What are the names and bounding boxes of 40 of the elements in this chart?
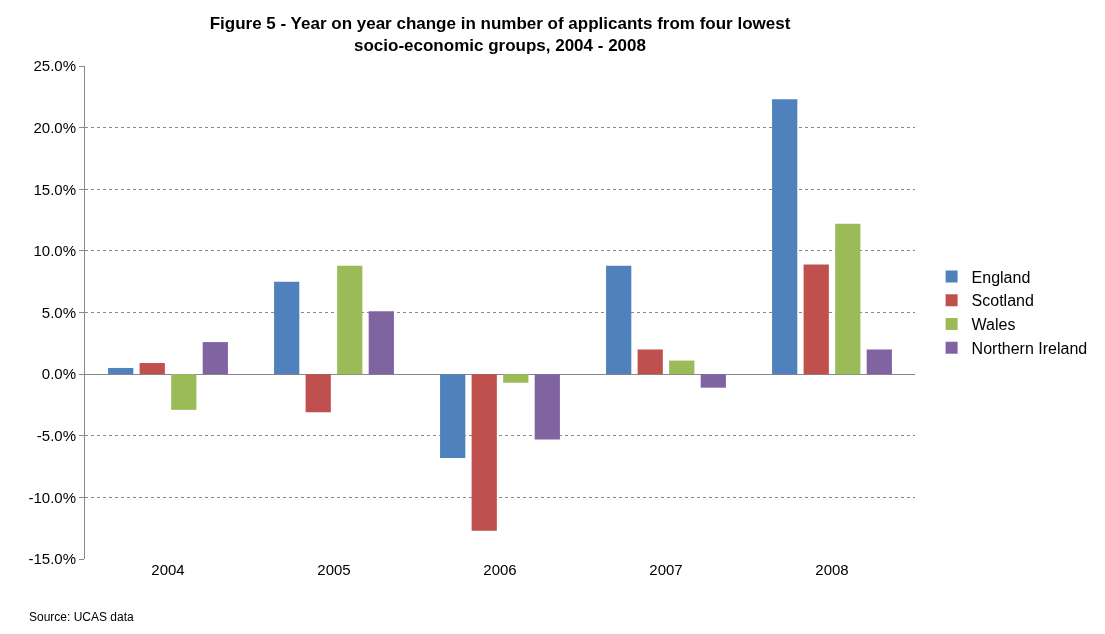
legend-label: England [971,268,1031,286]
y-tick-label: 15.0% [33,180,76,198]
bar [108,367,134,375]
y-tick-label: 25.0% [33,57,76,75]
bar [835,223,861,375]
source-note: Source: UCAS data [29,610,135,624]
x-tick-label: 2008 [815,561,849,578]
x-tick-label: 2007 [649,561,683,578]
x-tick-label: 2006 [483,561,517,578]
legend-label: Northern Ireland [971,340,1088,358]
bar [637,349,663,375]
bar [471,374,497,531]
bar [440,374,466,458]
x-tick-label: 2005 [317,561,351,578]
bar [274,281,300,375]
bar [534,374,560,440]
y-tick-label: 20.0% [33,118,76,136]
bar [772,99,798,375]
bar [606,265,632,375]
bar [700,374,726,388]
legend-label: Scotland [971,292,1034,310]
y-tick-label: -5.0% [36,427,76,444]
y-tick-label: 10.0% [33,242,76,260]
y-tick-label: 0.0% [41,365,76,383]
bar [669,360,695,375]
chart-title: Figure 5 - Year on year change in number of applicants from four lowest socio-economic groups, 2004 - 2008 [209,13,791,55]
y-tick-label: 5.0% [41,303,76,321]
y-tick-label: -15.0% [28,550,76,568]
y-tick-label: -10.0% [28,488,76,506]
bar [202,342,228,375]
bar [866,349,892,375]
bar [803,264,829,375]
legend-label: Wales [971,316,1016,334]
bar [337,265,363,375]
bar [139,363,165,375]
bar [171,374,197,410]
bar [503,374,529,383]
bar [368,311,394,375]
x-tick-label: 2004 [151,561,185,578]
bar [305,374,331,413]
